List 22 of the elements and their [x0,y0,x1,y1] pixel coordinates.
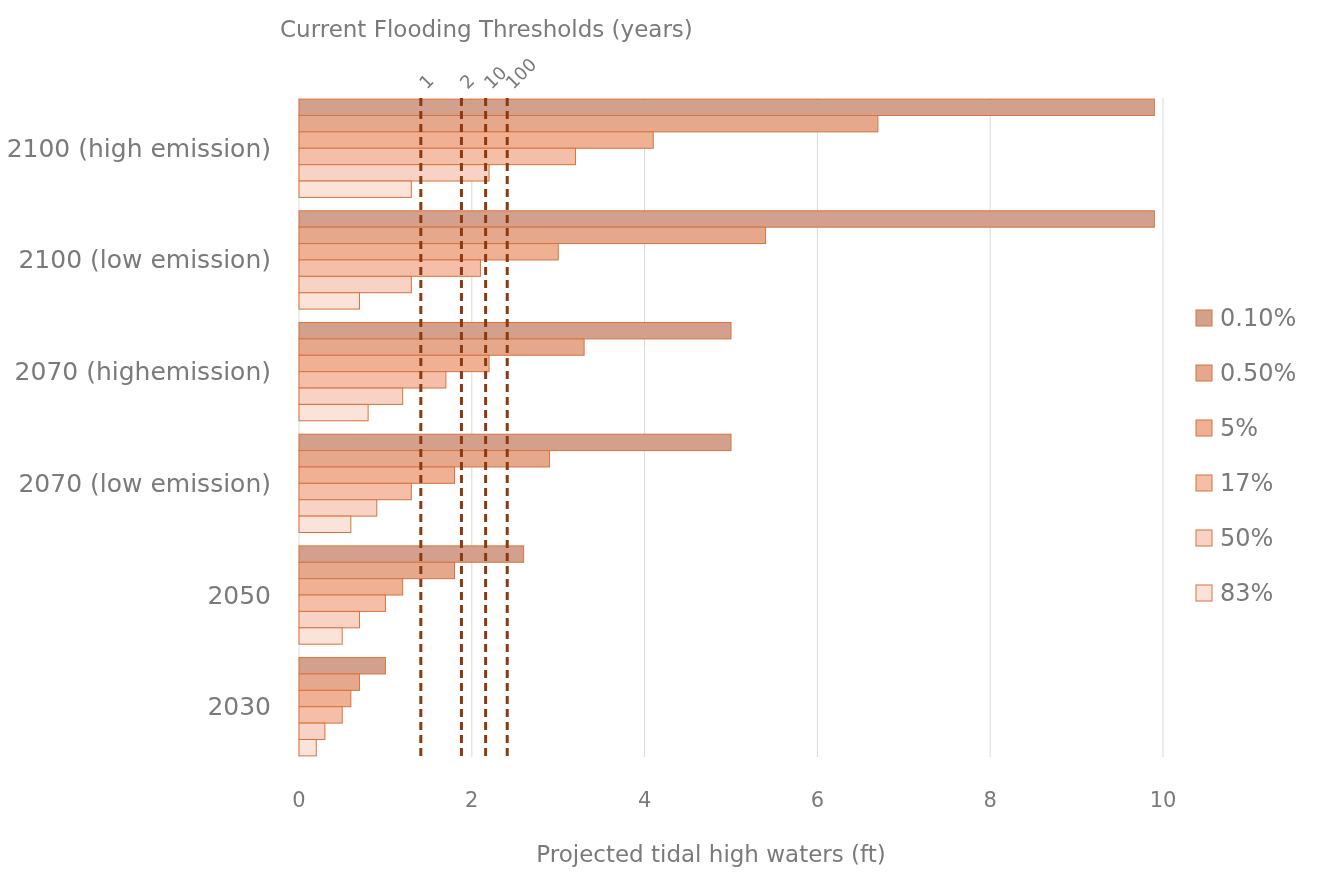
y-tick-label: 2070 (low emission) [18,468,271,498]
y-tick-label: 2070 (highemission) [14,357,271,387]
legend-label: 50% [1220,524,1274,552]
chart-title: Current Flooding Thresholds (years) [280,16,693,42]
y-tick-label: 2100 (low emission) [18,245,271,275]
legend-label: 0.50% [1220,359,1297,387]
y-tick-label: 2030 [207,692,271,722]
x-tick-label: 0 [292,788,306,812]
x-tick-label: 4 [637,788,652,812]
x-tick-label: 10 [1149,788,1177,812]
legend-label: 17% [1220,469,1274,497]
text: 2 [455,69,479,93]
legend-label: 83% [1220,579,1274,607]
y-tick-label: 2050 [207,580,271,610]
x-tick-label: 2 [465,788,479,812]
legend-label: 0.10% [1220,304,1297,332]
x-tick-label: 8 [983,788,997,812]
x-tick-label: 6 [810,788,825,812]
legend-label: 5% [1220,414,1259,442]
y-tick-label: 2100 (high emission) [6,133,271,163]
text: 1 [414,69,438,93]
x-axis-title: Projected tidal high waters (ft) [536,841,886,867]
